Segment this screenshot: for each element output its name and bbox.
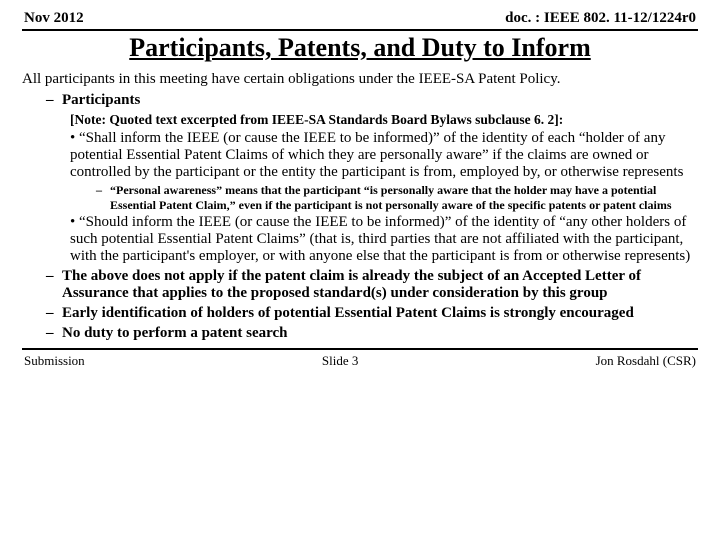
- l1-text: No duty to perform a patent search: [62, 325, 288, 342]
- l3-text: “Personal awareness” means that the part…: [110, 183, 698, 213]
- level2-list: • “Shall inform the IEEE (or cause the I…: [70, 130, 698, 265]
- bullet-marker: •: [70, 130, 75, 146]
- l2-text: “Should inform the IEEE (or cause the IE…: [70, 214, 690, 264]
- header-date: Nov 2012: [24, 10, 84, 27]
- l2-item: • “Should inform the IEEE (or cause the …: [70, 214, 698, 265]
- intro-text: All participants in this meeting have ce…: [22, 71, 698, 88]
- l2-item: • “Shall inform the IEEE (or cause the I…: [70, 130, 698, 213]
- l1-text: The above does not apply if the patent c…: [62, 268, 698, 302]
- title-rule: Participants, Patents, and Duty to Infor…: [22, 29, 698, 69]
- header-doc: doc. : IEEE 802. 11-12/1224r0: [505, 10, 696, 27]
- l2-text: “Shall inform the IEEE (or cause the IEE…: [70, 130, 683, 180]
- dash-marker: –: [46, 305, 62, 322]
- footer-row: Submission Slide 3 Jon Rosdahl (CSR): [22, 350, 698, 369]
- l1-participants: – Participants [Note: Quoted text excerp…: [46, 92, 698, 265]
- level3-list: – “Personal awareness” means that the pa…: [70, 183, 698, 213]
- l1-item: – No duty to perform a patent search: [46, 325, 698, 342]
- footer-left: Submission: [24, 353, 85, 369]
- dash-marker: –: [46, 268, 62, 302]
- bullet-marker: •: [70, 214, 75, 230]
- l1-label: Participants: [62, 92, 140, 109]
- page-title: Participants, Patents, and Duty to Infor…: [22, 31, 698, 69]
- dash-marker: –: [96, 183, 110, 213]
- dash-marker: –: [46, 92, 62, 109]
- dash-marker: –: [46, 325, 62, 342]
- l1-text: Early identification of holders of poten…: [62, 305, 634, 322]
- header-row: Nov 2012 doc. : IEEE 802. 11-12/1224r0: [22, 10, 698, 27]
- l1-item: – Early identification of holders of pot…: [46, 305, 698, 322]
- footer-right: Jon Rosdahl (CSR): [596, 353, 696, 369]
- l1-item: – The above does not apply if the patent…: [46, 268, 698, 302]
- footer-center: Slide 3: [322, 353, 358, 369]
- l3-item: – “Personal awareness” means that the pa…: [96, 183, 698, 213]
- note-text: [Note: Quoted text excerpted from IEEE-S…: [70, 112, 698, 128]
- level1-list: – Participants [Note: Quoted text excerp…: [22, 92, 698, 342]
